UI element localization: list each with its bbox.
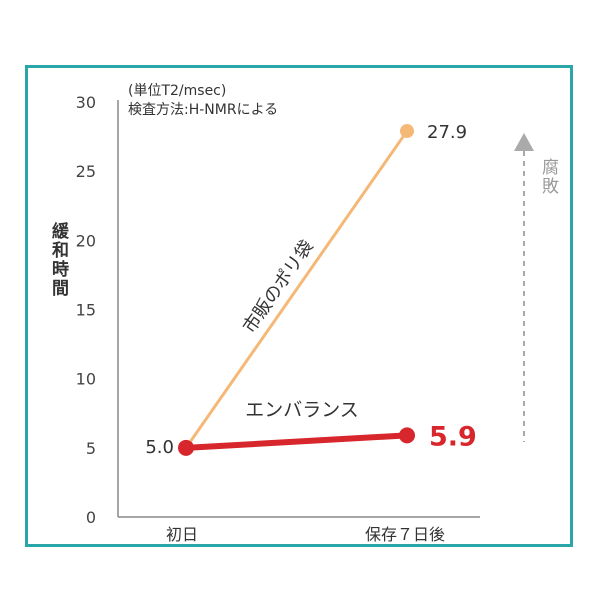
decay-annotation-label: 腐敗 xyxy=(538,158,559,196)
series-line-plastic-bag xyxy=(184,129,409,450)
y-tick-label: 0 xyxy=(86,508,96,527)
y-tick-label: 25 xyxy=(76,162,96,181)
x-tick-label-day1: 初日 xyxy=(166,525,198,544)
series-name-embalance: エンバランス xyxy=(245,399,359,421)
y-tick-label: 20 xyxy=(76,231,96,250)
data-point-embalance-day1 xyxy=(178,439,194,456)
chart-note-method: 検査方法:H-NMRによる xyxy=(128,102,278,118)
data-point-plastic-day7 xyxy=(400,124,414,139)
y-tick-labels: 0 5 10 15 20 25 30 xyxy=(76,93,96,527)
value-label-plastic-day7: 27.9 xyxy=(427,122,467,143)
y-axis-label: 緩和時間 xyxy=(48,221,69,298)
arrow-up-icon xyxy=(514,133,534,151)
y-tick-label: 30 xyxy=(76,93,96,112)
data-point-embalance-day7 xyxy=(399,427,415,444)
y-tick-label: 15 xyxy=(76,301,96,320)
series-line-embalance xyxy=(183,432,410,451)
chart-note-unit: (単位T2/msec) xyxy=(128,83,226,99)
value-label-embalance-day7: 5.9 xyxy=(429,421,477,452)
value-label-embalance-day1: 5.0 xyxy=(145,437,174,458)
y-tick-label: 10 xyxy=(76,370,96,389)
y-tick-label: 5 xyxy=(86,439,96,458)
series-name-plastic-bag: 市販のポリ袋 xyxy=(239,237,318,338)
chart-frame xyxy=(25,65,573,547)
x-tick-label-day7: 保存７日後 xyxy=(365,525,445,544)
